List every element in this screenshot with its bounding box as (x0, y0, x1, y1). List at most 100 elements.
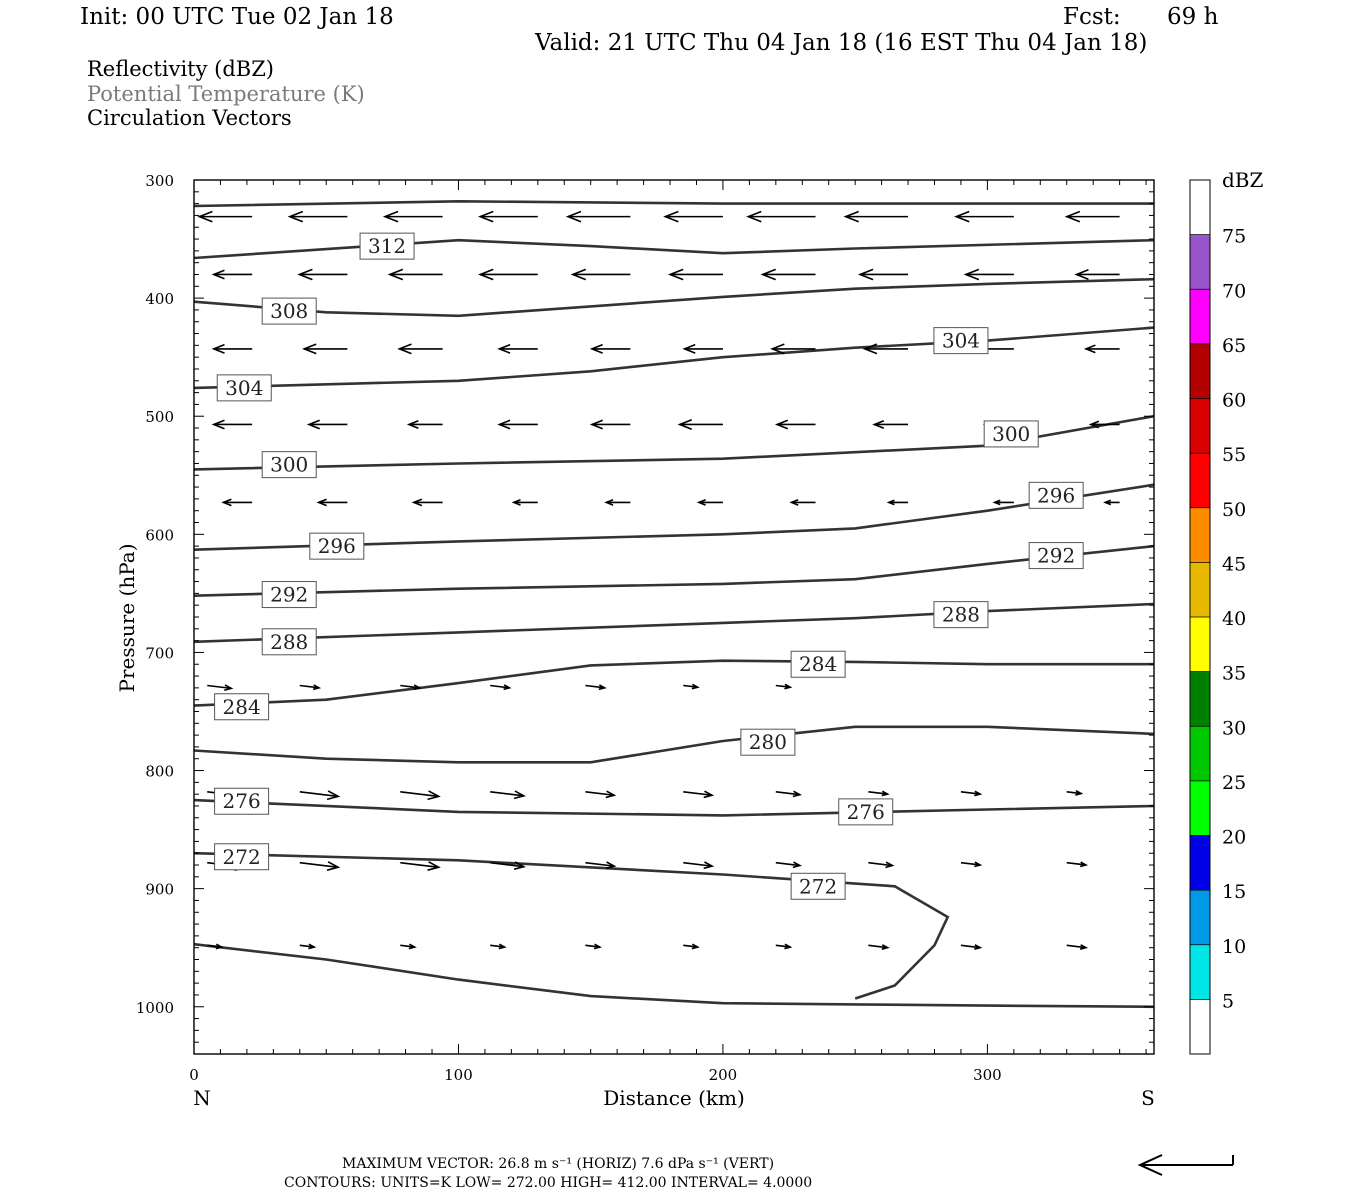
x-axis-title: Distance (km) (603, 1086, 745, 1110)
vector-shaft (299, 791, 339, 798)
contour-label: 284 (790, 650, 846, 678)
vector-head (211, 269, 225, 280)
vector-head (408, 943, 417, 950)
contour-label: 292 (1028, 542, 1084, 570)
contour-label-text: 296 (1037, 483, 1075, 507)
vector-shaft (868, 944, 888, 949)
vector-head (857, 268, 874, 281)
isentrope-line (193, 725, 1155, 764)
wind-vector (585, 943, 602, 950)
vector-head (691, 943, 700, 950)
vector-head (326, 861, 341, 871)
vector-head (691, 683, 700, 690)
vector-shaft (1066, 861, 1087, 866)
colorbar-segment (1190, 507, 1210, 563)
vector-head (696, 499, 706, 506)
vector-head (411, 498, 423, 507)
wind-vector (585, 684, 607, 691)
wind-vector (843, 210, 909, 223)
vector-head (406, 420, 419, 429)
wind-vector (775, 943, 793, 950)
wind-vector (197, 210, 253, 223)
y-tick-label: 300 (145, 172, 174, 190)
wind-vector (868, 861, 895, 869)
vector-shaft (400, 791, 439, 798)
vector-head (221, 498, 232, 507)
y-tick-label: 600 (145, 526, 174, 544)
wind-vector (211, 343, 253, 354)
vector-head (605, 790, 617, 799)
wind-vector (683, 861, 715, 870)
colorbar-segment (1190, 617, 1210, 672)
wind-vector (862, 343, 909, 355)
vector-shaft (400, 684, 420, 689)
contour-label-box (790, 872, 846, 900)
contour-label: 296 (309, 532, 365, 560)
contour-label: 304 (933, 327, 989, 355)
vector-head (297, 268, 313, 281)
vector-head (784, 683, 793, 690)
vector-head (316, 498, 327, 507)
vector-shaft (400, 944, 415, 948)
vector-head (703, 861, 715, 870)
vector-head (589, 419, 603, 430)
wind-vector (211, 419, 253, 430)
colorbar-tick-label: 40 (1222, 608, 1246, 630)
contour-label-box (933, 327, 989, 355)
vector-head (881, 790, 890, 797)
contour-label: 280 (740, 728, 796, 756)
vector-head (792, 790, 802, 798)
wind-vector (1066, 789, 1084, 796)
vector-head (211, 343, 225, 354)
contour-label-box (790, 650, 846, 678)
vector-head (565, 210, 582, 223)
wind-vector (299, 861, 341, 871)
colorbar-tick-label: 70 (1222, 280, 1246, 302)
wind-vector (992, 499, 1014, 506)
contour-label-box (261, 297, 317, 325)
vector-head (703, 790, 715, 799)
vector-shaft (490, 944, 505, 948)
vector-head (427, 790, 441, 801)
vector-head (770, 343, 785, 355)
wind-vector (604, 499, 631, 506)
vector-head (326, 790, 341, 801)
isentrope-line (193, 277, 1155, 318)
vector-head (843, 210, 859, 223)
plot-frame (193, 179, 1155, 1055)
isentrope-line (193, 798, 1155, 817)
wind-vector (663, 210, 723, 223)
wind-vector (490, 861, 526, 871)
x-tick-label: 300 (973, 1066, 1002, 1084)
vector-head (1103, 499, 1112, 506)
vector-shaft (683, 791, 713, 797)
wind-vector (963, 268, 1014, 281)
vector-head (760, 268, 776, 281)
vector-shaft (683, 861, 713, 867)
vector-head (1079, 861, 1089, 868)
isentrope-line (193, 544, 1155, 597)
wind-vector (960, 861, 983, 868)
colorbar-tick-label: 60 (1222, 390, 1246, 412)
vector-head (974, 861, 983, 868)
contour-label-text: 300 (992, 422, 1030, 446)
vector-shaft (400, 861, 439, 869)
colorbar-tick-label: 30 (1222, 717, 1246, 739)
colorbar-frame (1189, 179, 1211, 1055)
contour-label-box (1028, 542, 1084, 570)
contour-label-box (1028, 481, 1084, 509)
vector-shaft (490, 684, 510, 689)
wind-vector (400, 790, 441, 801)
vector-shaft (299, 684, 320, 689)
wind-vector (775, 683, 793, 690)
colorbar-tick-label: 65 (1222, 335, 1246, 357)
colorbar-tick-label: 20 (1222, 827, 1246, 849)
vector-shaft (585, 684, 605, 689)
vector-shaft (775, 684, 791, 689)
vector-head (397, 343, 412, 355)
wind-vector (570, 268, 631, 281)
wind-vector (683, 943, 700, 950)
vector-shaft (585, 944, 600, 948)
vector-shaft (960, 861, 981, 866)
wind-vector (868, 790, 890, 797)
